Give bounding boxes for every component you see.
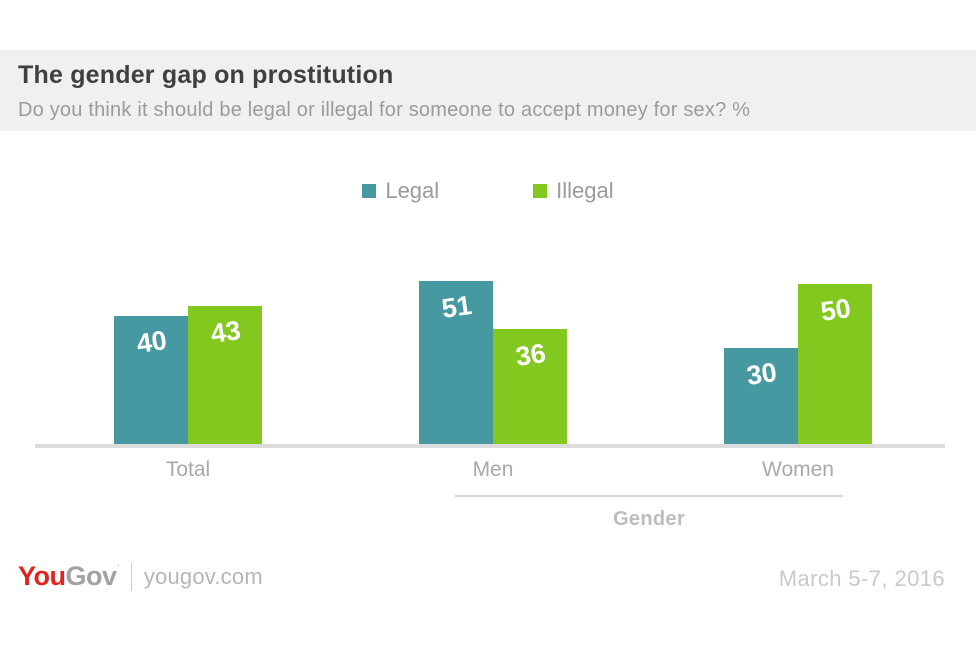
legend-item-illegal: Illegal [533,178,614,204]
bar-total-legal: 40 [114,316,188,444]
legend-item-legal: Legal [362,178,439,204]
gender-axis-line [455,495,843,497]
logo-divider [130,562,132,591]
x-axis-line [35,444,945,448]
bar-value-label: 40 [134,325,169,359]
bar-men-legal: 51 [419,281,493,444]
bar-women-illegal: 50 [798,284,872,444]
logo-you-text: You [18,561,66,591]
legend-label: Illegal [556,178,614,203]
survey-date: March 5-7, 2016 [778,566,945,591]
bar-value-label: 50 [818,293,853,327]
logo-trademark-icon: ˈ [116,562,121,577]
chart-legend: Legal Illegal [0,178,976,204]
bar-value-label: 30 [744,357,779,391]
bar-value-label: 51 [439,290,474,324]
chart-title: The gender gap on prostitution [18,61,394,89]
yougov-url: yougov.com [143,563,263,589]
bar-men-illegal: 36 [493,329,567,444]
bar-total-illegal: 43 [188,306,262,444]
chart-header: The gender gap on prostitution Do you th… [0,50,976,131]
category-label-women: Women [762,458,834,481]
category-label-total: Total [165,458,211,481]
bar-women-legal: 30 [724,348,798,444]
x-axis-title: Gender [613,508,685,530]
bar-value-label: 43 [208,315,243,349]
chart-subtitle: Do you think it should be legal or illeg… [18,99,751,121]
legend-swatch-illegal [533,184,548,198]
category-label-men: Men [472,458,514,481]
bar-value-label: 36 [513,338,548,372]
yougov-logo: You Gov ˈ yougov.com [18,561,263,592]
logo-gov-text: Gov [65,561,118,591]
legend-swatch-legal [362,184,377,198]
legend-label: Legal [385,178,440,203]
